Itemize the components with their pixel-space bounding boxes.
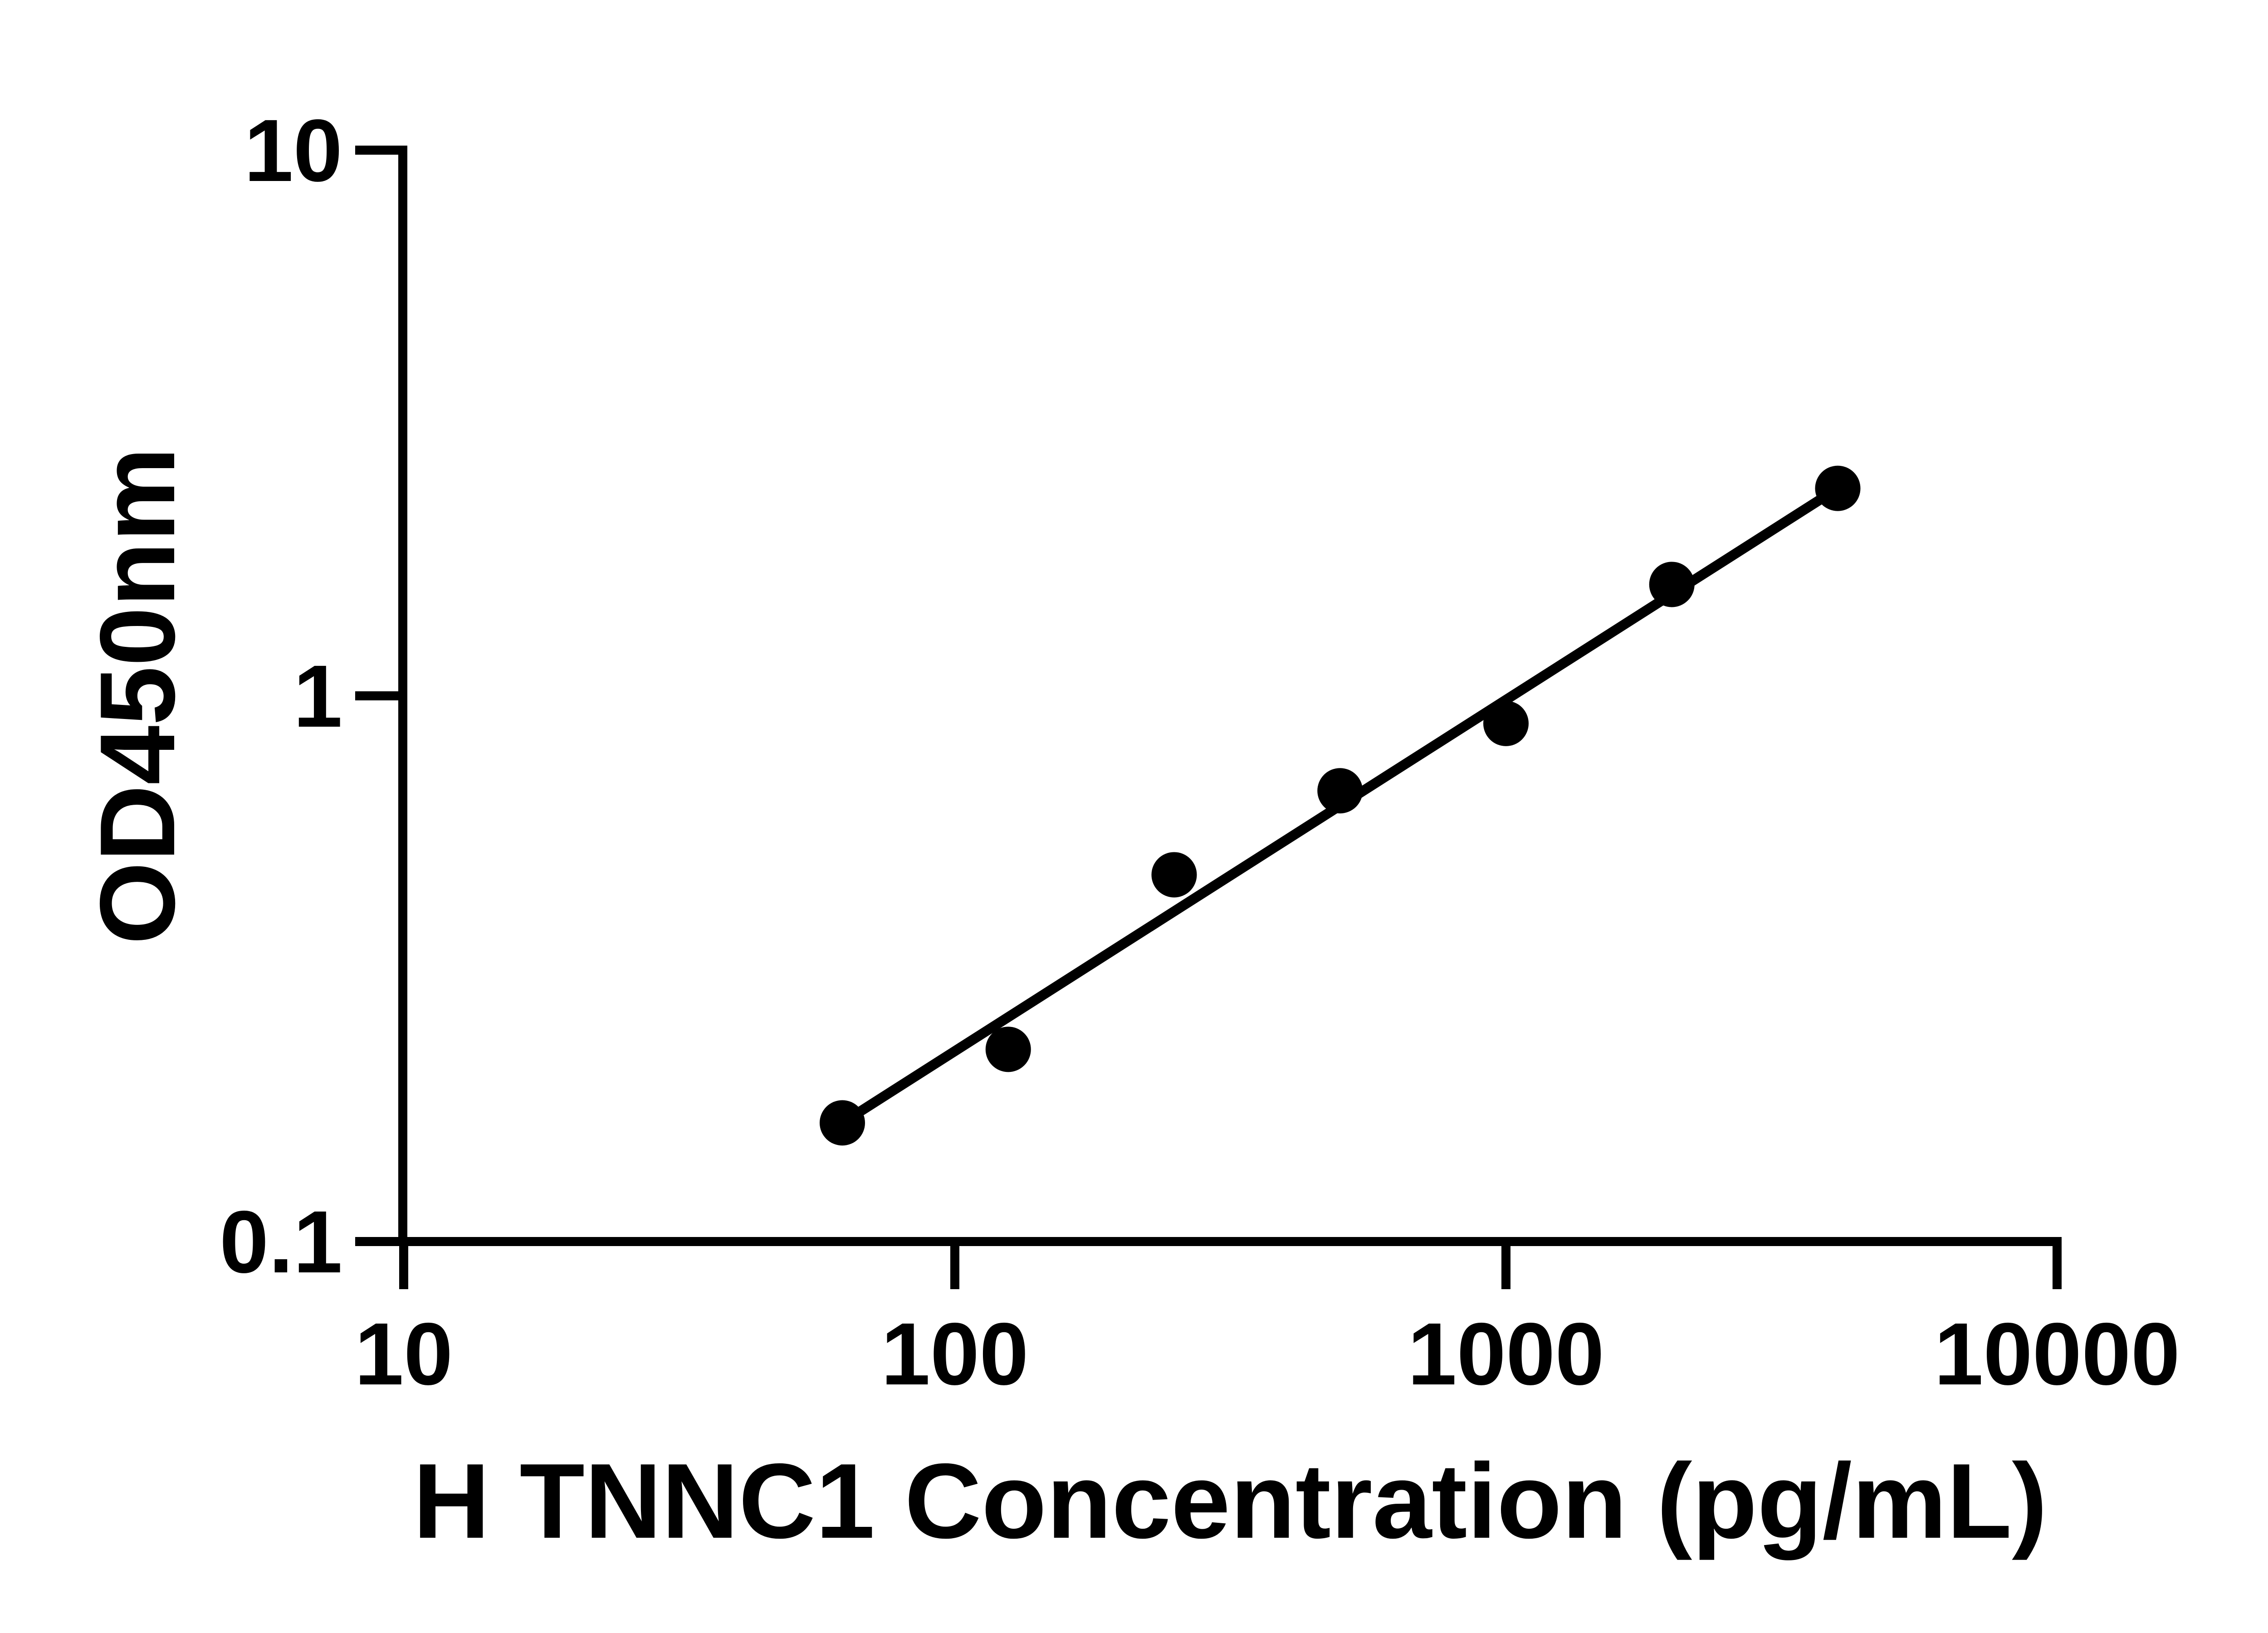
x-tick-label: 100 — [881, 1305, 1028, 1403]
data-point — [1815, 465, 1861, 511]
data-point — [1151, 852, 1197, 898]
data-point — [1649, 562, 1695, 607]
x-tick-label: 10 — [355, 1305, 453, 1403]
x-tick-label: 1000 — [1408, 1305, 1604, 1403]
data-point — [819, 1100, 865, 1146]
x-tick-label: 10000 — [1934, 1305, 2180, 1403]
data-point — [1317, 768, 1363, 814]
y-tick-label: 10 — [244, 101, 342, 200]
y-axis-title: OD450nm — [78, 447, 197, 944]
y-tick-label: 1 — [293, 647, 342, 746]
x-axis-title: H TNNC1 Concentration (pg/mL) — [413, 1441, 2047, 1560]
data-point — [1483, 700, 1529, 746]
y-tick-label: 0.1 — [220, 1193, 342, 1291]
data-point — [985, 1027, 1031, 1072]
